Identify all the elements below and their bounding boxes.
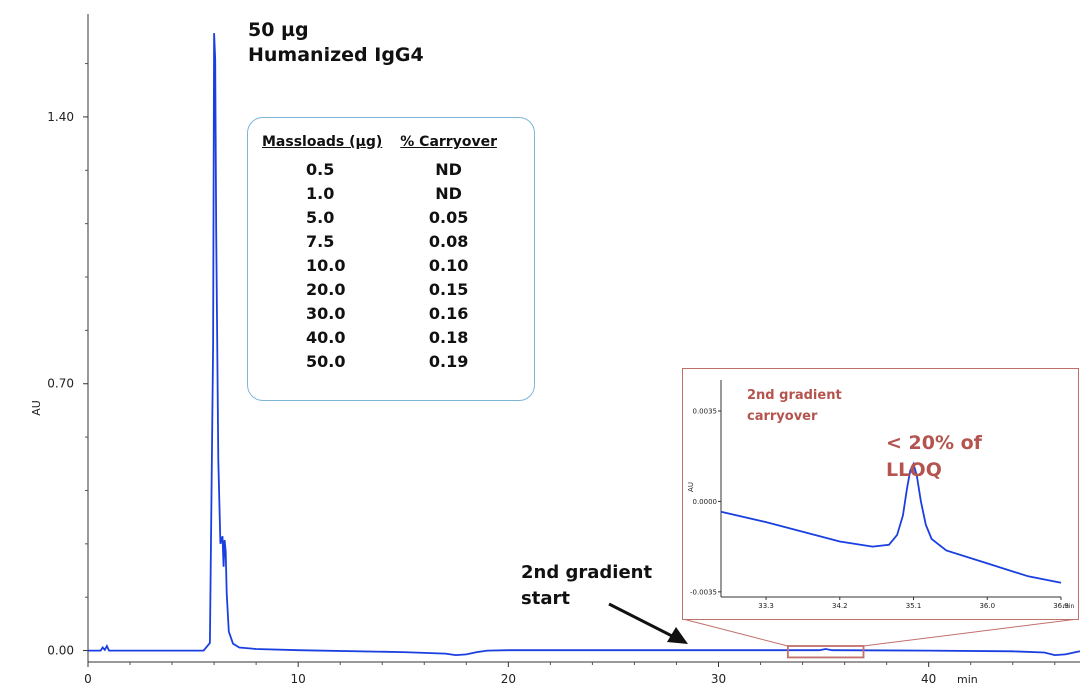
- main-y-tick-label: 1.40: [47, 110, 74, 124]
- carryover-cell: ND: [435, 160, 462, 179]
- main-x-tick-label: 40: [921, 672, 936, 686]
- carryover-table-box: Massloads (µg) % Carryover 0.5 ND 1.0 ND 5.0…: [247, 117, 535, 401]
- gradient-start-arrowhead: [667, 627, 688, 644]
- table-row: 50.0 0.19: [262, 350, 497, 374]
- massload-cell: 5.0: [306, 208, 335, 227]
- column-header-massloads: Massloads (µg): [262, 134, 383, 150]
- inset-title-line-2: carryover: [747, 409, 818, 424]
- peak-label-line-1: 50 µg: [248, 19, 309, 41]
- massload-cell: 10.0: [306, 256, 346, 275]
- gradient-start-label-line-2: start: [521, 588, 570, 609]
- massload-cell: 50.0: [306, 352, 346, 371]
- peak-label: 50 µg Humanized IgG4: [248, 18, 424, 68]
- table-row: 5.0 0.05: [262, 206, 497, 230]
- table-row: 7.5 0.08: [262, 230, 497, 254]
- zoom-lead-line-left: [682, 618, 788, 647]
- main-y-tick-label: 0.00: [47, 644, 74, 658]
- carryover-cell: 0.16: [428, 304, 469, 323]
- gradient-start-label: 2nd gradient start: [521, 560, 652, 612]
- main-plot: 0.00 0.70 1.40 0 10 20 30 40 AU min: [30, 14, 1081, 686]
- table-row: 10.0 0.10: [262, 254, 497, 278]
- main-x-ticks: 0 10 20 30 40: [84, 662, 1056, 686]
- column-header-carryover: % Carryover: [400, 134, 497, 150]
- gradient-start-arrow: [608, 602, 675, 639]
- inset-peak-note: < 20% of LLOQ: [886, 430, 982, 484]
- inset-peak-note-line-1: < 20% of: [886, 432, 982, 454]
- table-body: 0.5 ND 1.0 ND 5.0 0.05 7.5 0.08 10.0 0.10 20.0 0.15…: [262, 158, 497, 374]
- zoom-lead-line-right: [863, 618, 1079, 647]
- massload-cell: 0.5: [306, 160, 335, 179]
- peak-label-line-2: Humanized IgG4: [248, 44, 424, 66]
- inset-peak-note-line-2: LLOQ: [886, 459, 942, 481]
- main-x-tick-label: 20: [501, 672, 516, 686]
- table-row: 30.0 0.16: [262, 302, 497, 326]
- table-row: 40.0 0.18: [262, 326, 497, 350]
- table-row: 20.0 0.15: [262, 278, 497, 302]
- zoom-region-marker: [786, 645, 865, 659]
- main-x-tick-label: 30: [711, 672, 726, 686]
- carryover-cell: 0.18: [428, 328, 469, 347]
- gradient-start-label-line-1: 2nd gradient: [521, 562, 653, 583]
- carryover-cell: 0.08: [428, 232, 469, 251]
- main-series-line: [88, 33, 1081, 657]
- massload-cell: 7.5: [306, 232, 335, 251]
- main-y-ticks: 0.00 0.70 1.40: [47, 110, 88, 658]
- carryover-table: Massloads (µg) % Carryover 0.5 ND 1.0 ND 5.0…: [262, 134, 497, 374]
- carryover-cell: 0.10: [428, 256, 469, 275]
- inset-title-line-1: 2nd gradient: [747, 388, 842, 403]
- main-y-axis-label: AU: [30, 400, 43, 416]
- inset-title: 2nd gradient carryover: [747, 385, 842, 427]
- inset-chart-frame: [682, 368, 1079, 620]
- main-y-minor-ticks: [85, 63, 88, 598]
- table-row: 0.5 ND: [262, 158, 497, 182]
- carryover-cell: ND: [435, 184, 462, 203]
- carryover-cell: 0.15: [428, 280, 469, 299]
- carryover-cell: 0.05: [428, 208, 469, 227]
- carryover-cell: 0.19: [428, 352, 469, 371]
- table-header-row: Massloads (µg) % Carryover: [262, 134, 497, 158]
- main-x-unit-label: min: [957, 673, 978, 686]
- main-x-tick-label: 0: [84, 672, 92, 686]
- massload-cell: 40.0: [306, 328, 346, 347]
- massload-cell: 30.0: [306, 304, 346, 323]
- massload-cell: 20.0: [306, 280, 346, 299]
- main-x-tick-label: 10: [291, 672, 306, 686]
- main-y-tick-label: 0.70: [47, 377, 74, 391]
- massload-cell: 1.0: [306, 184, 335, 203]
- table-row: 1.0 ND: [262, 182, 497, 206]
